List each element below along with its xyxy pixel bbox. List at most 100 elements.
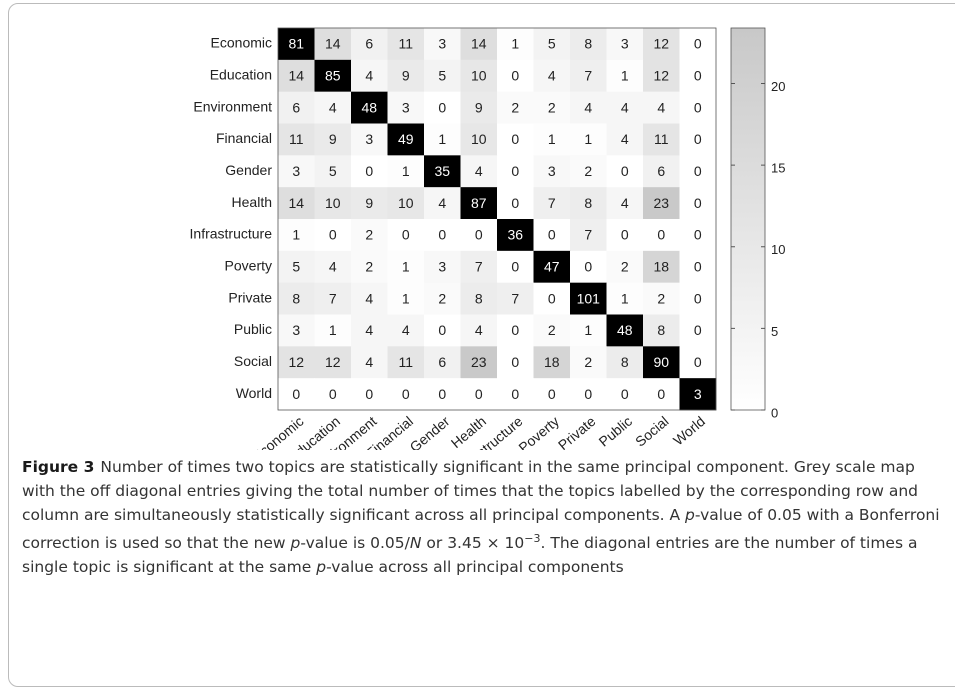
row-label: Health [232, 194, 272, 210]
figure-frame [8, 3, 955, 687]
cell [497, 123, 534, 156]
cell [643, 28, 680, 61]
cell [351, 155, 388, 188]
cell-label: 0 [584, 258, 592, 274]
cell-label: 23 [653, 195, 669, 211]
cell-label: 8 [584, 195, 592, 211]
cell-label: 14 [288, 67, 304, 83]
cell-label: 1 [548, 131, 556, 147]
cell [606, 314, 644, 347]
cell [606, 346, 644, 379]
cell [679, 219, 717, 252]
cell-label: 0 [694, 227, 702, 243]
cell [533, 250, 571, 283]
cell [278, 59, 315, 92]
cell-label: 5 [438, 67, 446, 83]
row-label: Infrastructure [190, 226, 273, 242]
cell [424, 187, 461, 220]
cell-label: 0 [694, 258, 702, 274]
cell-label: 3 [292, 163, 300, 179]
cell [460, 91, 498, 124]
cell-label: 9 [365, 195, 373, 211]
cell [460, 28, 498, 61]
cell [643, 378, 680, 411]
cell [351, 28, 388, 61]
cell [424, 28, 461, 61]
cell [278, 378, 315, 411]
cell-label: 0 [548, 386, 556, 402]
cell-label: 0 [511, 322, 519, 338]
column-label: Gender [406, 413, 452, 450]
cell-label: 0 [365, 163, 373, 179]
cell [460, 123, 498, 156]
cell-label: 11 [398, 354, 413, 370]
cell [424, 59, 461, 92]
cell [497, 282, 534, 315]
cell [424, 91, 461, 124]
cell-label: 0 [694, 131, 702, 147]
cell-label: 0 [511, 354, 519, 370]
cell [314, 91, 352, 124]
cell [387, 314, 425, 347]
cell-label: 4 [365, 322, 373, 338]
cell [679, 346, 717, 379]
cell-label: 0 [694, 36, 702, 52]
cell [643, 250, 680, 283]
cell [424, 219, 461, 252]
row-label: Poverty [225, 257, 272, 273]
row-label: Public [234, 321, 272, 337]
cell [351, 59, 388, 92]
cell [570, 250, 607, 283]
cell-label: 7 [329, 290, 337, 306]
cell [497, 346, 534, 379]
cell [497, 59, 534, 92]
cell-label: 0 [657, 386, 665, 402]
column-label: World [670, 413, 708, 449]
cell-label: 3 [438, 258, 446, 274]
cell [533, 28, 571, 61]
colorbar-tick-label: 15 [771, 161, 785, 176]
cell-label: 0 [329, 386, 337, 402]
cell [570, 123, 607, 156]
cell [314, 250, 352, 283]
cell-label: 1 [511, 36, 519, 52]
cell [351, 314, 388, 347]
cell-label: 23 [471, 354, 487, 370]
cell-label: 35 [434, 163, 450, 179]
cell-label: 9 [329, 131, 337, 147]
cell [533, 346, 571, 379]
cell [387, 123, 425, 156]
cell-label: 0 [329, 227, 337, 243]
cell [460, 346, 498, 379]
caption-text: p [316, 558, 327, 577]
cell [460, 59, 498, 92]
cell-label: 6 [657, 163, 665, 179]
cell-label: 4 [657, 99, 665, 115]
cell-label: 1 [621, 290, 629, 306]
cell [351, 219, 388, 252]
cell [606, 282, 644, 315]
cell [679, 187, 717, 220]
cell-label: 3 [438, 36, 446, 52]
cell-label: 81 [288, 36, 304, 52]
cell [387, 28, 425, 61]
cell [460, 378, 498, 411]
cell-label: 11 [289, 131, 304, 147]
cell-label: 0 [511, 131, 519, 147]
cell [278, 123, 315, 156]
cell-label: 2 [438, 290, 446, 306]
cell-label: 8 [657, 322, 665, 338]
cell [570, 378, 607, 411]
cell [387, 187, 425, 220]
cell [278, 346, 315, 379]
cell [679, 378, 717, 411]
cell-label: 3 [694, 386, 702, 402]
cell [351, 250, 388, 283]
cell [460, 282, 498, 315]
cell-label: 1 [402, 258, 410, 274]
cell [278, 187, 315, 220]
cell-label: 0 [548, 290, 556, 306]
caption-text: p [290, 534, 301, 553]
cell-label: 0 [694, 290, 702, 306]
cell [606, 250, 644, 283]
